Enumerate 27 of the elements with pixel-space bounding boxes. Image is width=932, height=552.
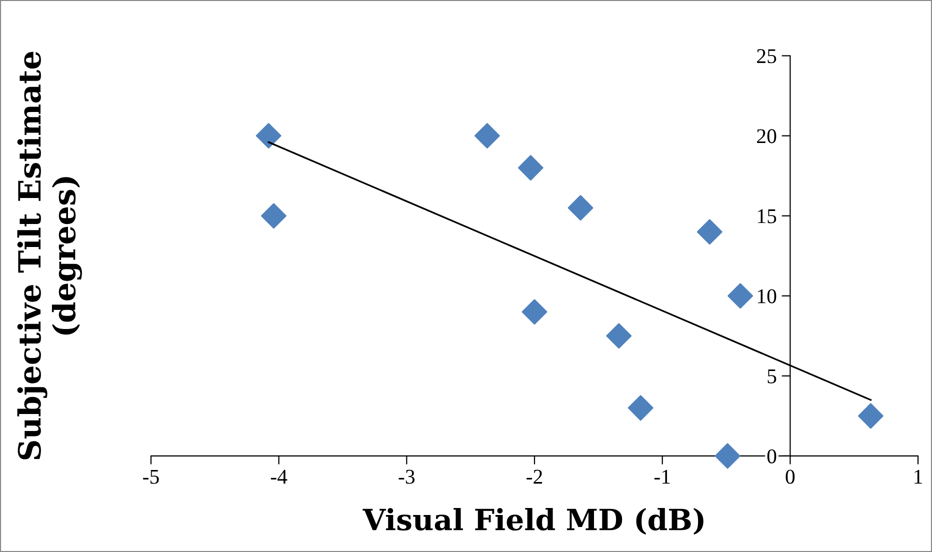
y-tick-label: 0: [767, 449, 776, 464]
y-tick-label: 15: [758, 209, 776, 224]
point: [474, 123, 500, 149]
point: [606, 323, 632, 349]
point: [522, 299, 548, 325]
x-tick-label: 1: [914, 470, 922, 484]
point: [858, 403, 884, 429]
point: [256, 123, 282, 149]
point: [568, 195, 594, 221]
point: [628, 395, 654, 421]
x-tick-label: -3: [398, 470, 415, 484]
point: [714, 443, 740, 469]
y-tick-label: 10: [758, 289, 776, 304]
x-tick-label: -1: [654, 470, 670, 484]
x-tick-label: -4: [270, 470, 288, 484]
x-tick-label: 0: [786, 470, 795, 484]
y-tick-label: 20: [757, 129, 776, 144]
y-tick-label: 5: [768, 370, 776, 384]
point: [728, 283, 754, 309]
x-tick-label: -5: [143, 470, 159, 484]
y-tick-label: 25: [757, 49, 776, 64]
point: [260, 203, 286, 229]
x-axis-title: Visual Field MD (dB): [362, 508, 704, 535]
x-tick-label: -2: [526, 470, 542, 484]
point: [696, 219, 722, 245]
y-axis-title: Subjective Tilt Estimate (degrees): [17, 52, 82, 460]
point: [518, 155, 544, 181]
